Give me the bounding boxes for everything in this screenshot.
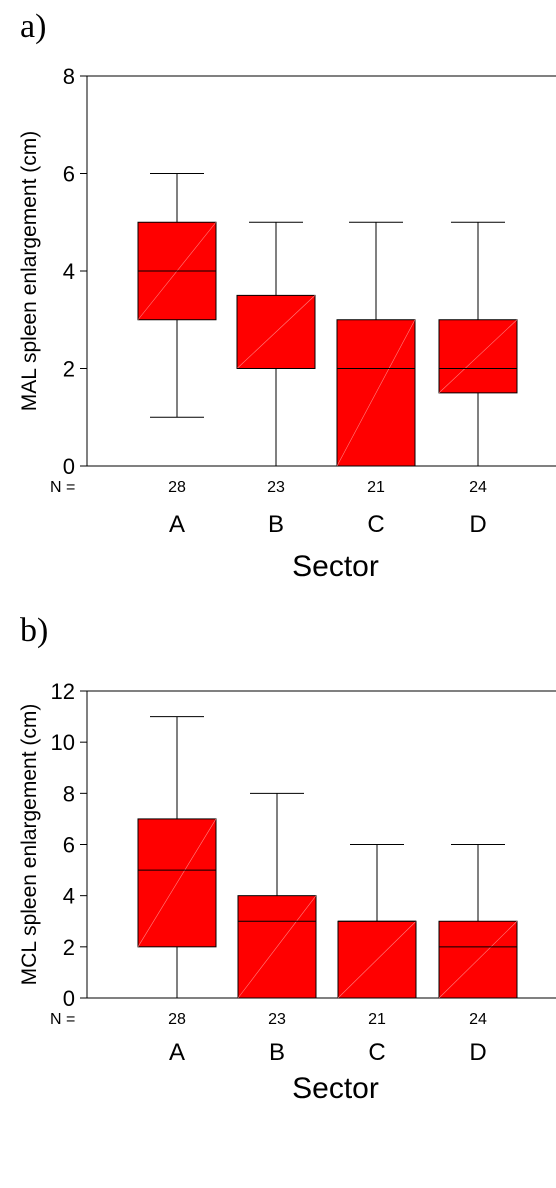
chart-b-box-sheen-B (237, 895, 317, 999)
chart-b-ytick-label-3: 6 (63, 833, 75, 858)
chart-a-ytick-label-3: 6 (63, 162, 75, 187)
chart-a-ytick-label-0: 0 (63, 454, 75, 479)
chart-b-n-B: 23 (268, 1011, 286, 1028)
chart-a-n-label: N = (50, 479, 75, 496)
chart-a-n-B: 23 (267, 479, 285, 496)
chart-b-n-C: 21 (368, 1011, 386, 1028)
panel-b-label: b) (20, 612, 49, 649)
chart-a-n-A: 28 (168, 479, 186, 496)
chart-a-box-sheen-D (438, 319, 518, 394)
chart-b-n-D: 24 (469, 1011, 487, 1028)
chart-b-category-D: D (469, 1039, 486, 1066)
chart-a-ytick-label-4: 8 (63, 64, 75, 89)
chart-b-box-sheen-C (337, 921, 417, 999)
chart-b-box-sheen-D (438, 921, 518, 999)
chart-b-category-B: B (269, 1039, 285, 1066)
chart-b-n-A: 28 (168, 1011, 186, 1028)
chart-b-category-A: A (169, 1039, 185, 1066)
chart-a-x-axis-label: Sector (292, 550, 379, 583)
chart-b-category-C: C (368, 1039, 385, 1066)
chart-b-ytick-label-4: 8 (63, 781, 75, 806)
chart-a-ytick-label-1: 2 (63, 357, 75, 382)
chart-a-y-axis-label: MAL spleen enlargement (cm) (18, 131, 41, 412)
chart-a-n-C: 21 (367, 479, 385, 496)
chart-b-ytick-label-0: 0 (63, 986, 75, 1011)
chart-b-ytick-label-1: 2 (63, 935, 75, 960)
chart-b-y-axis-label: MCL spleen enlargement (cm) (18, 704, 41, 986)
chart-b-x-axis-label: Sector (292, 1072, 379, 1105)
chart-b-ytick-label-5: 10 (51, 730, 75, 755)
chart-a-category-B: B (268, 511, 284, 538)
chart-b-n-label: N = (50, 1011, 75, 1028)
chart-a-box-sheen-C (336, 319, 416, 467)
chart-b-ytick-label-6: 12 (51, 679, 75, 704)
chart-a-category-C: C (367, 511, 384, 538)
chart-a-category-A: A (169, 511, 185, 538)
chart-a-ytick-label-2: 4 (63, 259, 75, 284)
chart-a-n-D: 24 (469, 479, 487, 496)
panel-a-label: a) (20, 8, 47, 45)
chart-b-box-sheen-A (137, 818, 217, 947)
chart-a-category-D: D (469, 511, 486, 538)
chart-a-box-sheen-B (236, 295, 316, 369)
chart-b-ytick-label-2: 4 (63, 884, 75, 909)
